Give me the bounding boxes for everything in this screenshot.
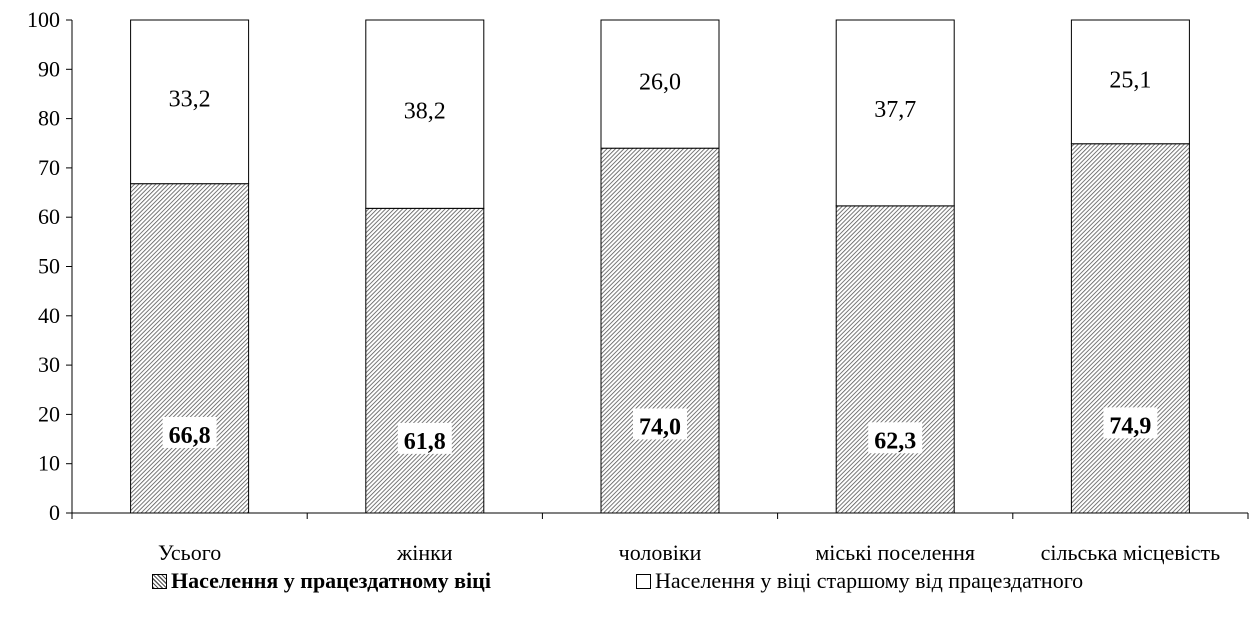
- data-label-working-age: 62,3: [874, 428, 916, 454]
- bar-working-age: [130, 183, 250, 514]
- data-label-bg: [868, 422, 923, 454]
- data-label-older-than-working-age: 38,2: [404, 98, 446, 124]
- data-label-working-age: 74,0: [639, 414, 681, 440]
- y-tick-label: 90: [38, 56, 60, 81]
- bar-older-than-working-age: [1070, 19, 1190, 145]
- legend-item-older-than-working-age: Населення у віці старшому від працездатн…: [636, 568, 1083, 594]
- data-label-older-than-working-age: 37,7: [874, 97, 916, 123]
- data-label-bg: [162, 416, 217, 448]
- y-axis: 0 10 20 30 40 50 60 70 80 90 100: [27, 7, 73, 525]
- y-tick-label: 80: [38, 106, 60, 131]
- data-label-bg: [633, 408, 687, 440]
- x-axis: Усього жінки чоловіки міські поселення сільс…: [71, 512, 1249, 565]
- data-label-bg: [397, 422, 452, 454]
- legend-item-working-age: Населення у працездатному віці: [152, 568, 491, 594]
- bar-older-than-working-age: [130, 19, 250, 185]
- y-tick-label: 20: [38, 401, 60, 426]
- x-tick-label: чоловіки: [619, 540, 702, 565]
- hatched-swatch-icon: [152, 573, 167, 589]
- bar-working-age: [1070, 143, 1190, 514]
- data-label-working-age: 74,9: [1109, 413, 1151, 439]
- data-labels: 66,8 33,2 61,8 38,2 74,0 26,0 62,3 37,7 74,9 25,1: [162, 67, 1158, 455]
- white-swatch-icon: [636, 573, 651, 589]
- data-label-older-than-working-age: 25,1: [1109, 67, 1151, 93]
- y-tick-label: 40: [38, 303, 60, 328]
- bars: [130, 19, 1190, 514]
- data-label-working-age: 61,8: [404, 429, 446, 455]
- x-tick-label: міські поселення: [815, 540, 975, 565]
- bar-working-age: [365, 207, 485, 514]
- y-tick-label: 60: [38, 204, 60, 229]
- x-tick-label: жінки: [396, 540, 453, 565]
- y-tick-label: 100: [27, 7, 60, 32]
- y-tick-label: 30: [38, 352, 60, 377]
- x-tick-label: Усього: [158, 540, 221, 565]
- bar-working-age: [600, 147, 720, 514]
- data-label-older-than-working-age: 26,0: [639, 70, 681, 96]
- legend-label-older-than-working-age: Населення у віці старшому від працездатн…: [655, 568, 1084, 593]
- data-label-older-than-working-age: 33,2: [169, 87, 211, 113]
- data-label-working-age: 66,8: [169, 423, 211, 449]
- data-label-bg: [1103, 407, 1158, 439]
- y-tick-label: 50: [38, 254, 60, 279]
- bar-working-age: [835, 205, 955, 514]
- bar-older-than-working-age: [365, 19, 485, 209]
- x-tick-label: сільська місцевість: [1041, 540, 1221, 565]
- y-tick-label: 0: [49, 500, 60, 525]
- legend-label-working-age: Населення у працездатному віці: [171, 568, 491, 593]
- bar-older-than-working-age: [600, 19, 720, 149]
- y-tick-label: 10: [38, 451, 60, 476]
- y-tick-label: 70: [38, 155, 60, 180]
- bar-older-than-working-age: [835, 19, 955, 207]
